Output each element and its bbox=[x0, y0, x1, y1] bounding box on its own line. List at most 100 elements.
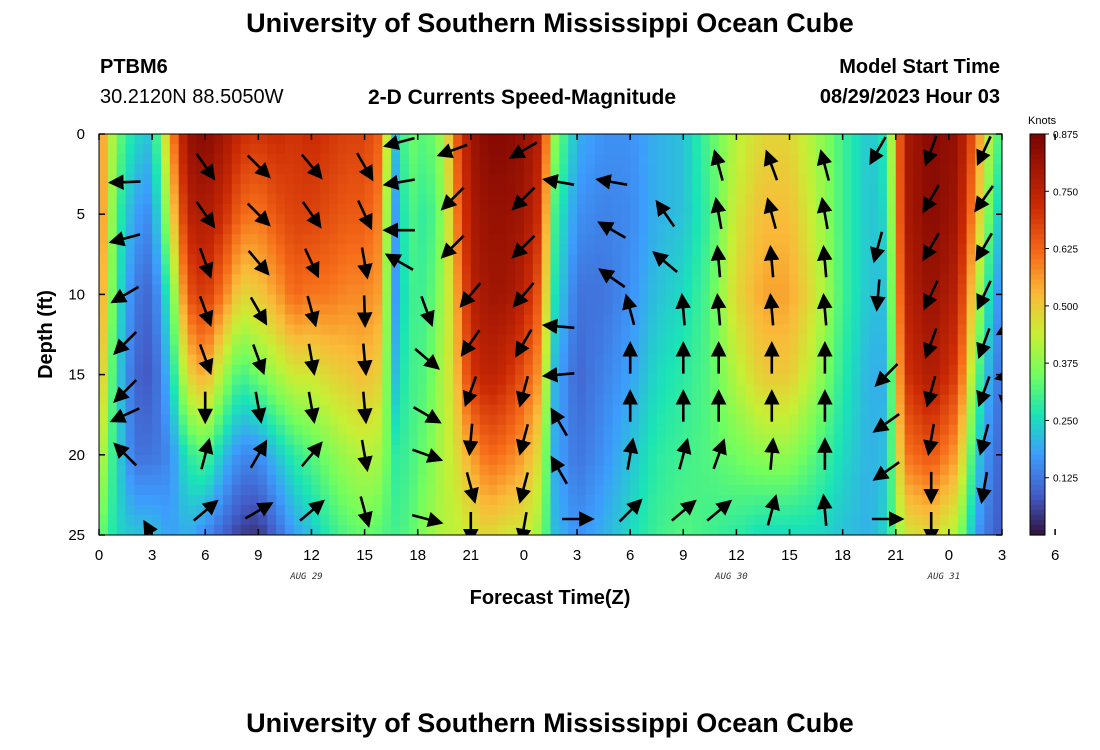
heatmap-cell bbox=[479, 444, 490, 456]
heatmap-cell bbox=[993, 504, 1002, 516]
heatmap-cell bbox=[594, 384, 605, 396]
heatmap-cell bbox=[975, 354, 985, 366]
heatmap-cell bbox=[824, 294, 835, 306]
heatmap-cell bbox=[479, 334, 490, 346]
heatmap-cell bbox=[107, 484, 118, 496]
heatmap-cell bbox=[479, 404, 490, 416]
heatmap-cell bbox=[993, 494, 1002, 506]
heatmap-cell bbox=[187, 414, 197, 426]
heatmap-cell bbox=[904, 304, 915, 316]
heatmap-cell bbox=[895, 314, 906, 326]
heatmap-cell bbox=[851, 444, 861, 456]
heatmap-cell bbox=[621, 324, 631, 336]
heatmap-cell bbox=[382, 294, 392, 306]
heatmap-cell bbox=[745, 134, 755, 145]
heatmap-cell bbox=[293, 404, 304, 416]
heatmap-cell bbox=[630, 204, 640, 215]
heatmap-cell bbox=[559, 324, 569, 336]
heatmap-cell bbox=[709, 134, 720, 145]
heatmap-cell bbox=[515, 334, 525, 346]
heatmap-cell bbox=[701, 334, 711, 346]
heatmap-cell bbox=[692, 294, 702, 306]
heatmap-cell bbox=[400, 414, 410, 426]
heatmap-cell bbox=[736, 244, 746, 255]
heatmap-cell bbox=[957, 454, 968, 466]
heatmap-cell bbox=[284, 264, 295, 275]
heatmap-cell bbox=[479, 184, 490, 195]
heatmap-cell bbox=[940, 154, 950, 165]
heatmap-cell bbox=[276, 524, 286, 535]
heatmap-cell bbox=[355, 474, 366, 486]
heatmap-cell bbox=[355, 304, 366, 316]
heatmap-cell bbox=[842, 374, 853, 386]
colorbar-segment bbox=[1030, 444, 1045, 451]
heatmap-cell bbox=[523, 364, 534, 376]
heatmap-cell bbox=[417, 334, 428, 346]
heatmap-cell bbox=[187, 404, 197, 416]
heatmap-cell bbox=[258, 454, 268, 466]
heatmap-cell bbox=[205, 384, 215, 396]
heatmap-cell bbox=[754, 454, 764, 466]
colorbar-segment bbox=[1030, 179, 1045, 185]
heatmap-cell bbox=[816, 404, 826, 416]
heatmap-cell bbox=[904, 294, 915, 306]
heatmap-cell bbox=[355, 174, 366, 185]
colorbar-segment bbox=[1030, 314, 1045, 321]
heatmap-cell bbox=[736, 364, 746, 376]
heatmap-cell bbox=[169, 504, 180, 516]
heatmap-cell bbox=[656, 394, 667, 406]
heatmap-cell bbox=[391, 214, 401, 225]
heatmap-cell bbox=[338, 134, 348, 145]
heatmap-cell bbox=[807, 464, 817, 476]
heatmap-cell bbox=[824, 254, 835, 265]
heatmap-cell bbox=[231, 284, 242, 296]
heatmap-cell bbox=[568, 494, 578, 506]
x-tick-label: 0 bbox=[95, 547, 103, 564]
current-vector-arrow bbox=[976, 376, 991, 408]
colorbar-segment bbox=[1030, 164, 1045, 170]
heatmap-cell bbox=[231, 434, 242, 446]
heatmap-cell bbox=[169, 264, 180, 275]
heatmap-cell bbox=[789, 494, 799, 506]
heatmap-cell bbox=[559, 384, 569, 396]
heatmap-cell bbox=[709, 284, 720, 296]
plot-frame bbox=[98, 133, 1003, 536]
heatmap-cell bbox=[771, 254, 782, 265]
heatmap-cell bbox=[346, 344, 357, 356]
heatmap-cell bbox=[302, 374, 313, 386]
heatmap-cell bbox=[957, 524, 968, 535]
heatmap-cell bbox=[152, 464, 162, 476]
heatmap-cell bbox=[948, 334, 959, 346]
colorbar-segment bbox=[1030, 394, 1045, 401]
heatmap-cell bbox=[718, 394, 729, 406]
heatmap-cell bbox=[984, 454, 994, 466]
heatmap-cell bbox=[789, 284, 799, 296]
heatmap-cell bbox=[355, 334, 366, 346]
heatmap-cell bbox=[966, 494, 977, 506]
heatmap-cell bbox=[824, 384, 835, 396]
heatmap-cell bbox=[692, 144, 702, 155]
heatmap-cell bbox=[373, 304, 383, 316]
heatmap-cell bbox=[585, 474, 596, 486]
heatmap-cell bbox=[143, 284, 153, 296]
heatmap-cell bbox=[311, 144, 321, 155]
heatmap-cell bbox=[125, 384, 136, 396]
heatmap-cell bbox=[771, 274, 782, 285]
heatmap-cell bbox=[683, 144, 693, 155]
heatmap-cell bbox=[196, 324, 206, 336]
heatmap-cell bbox=[391, 354, 401, 366]
heatmap-cell bbox=[692, 404, 702, 416]
heatmap-cell bbox=[798, 494, 808, 506]
heatmap-cell bbox=[169, 184, 180, 195]
heatmap-cell bbox=[639, 324, 649, 336]
heatmap-cell bbox=[594, 334, 605, 346]
current-vector-arrow bbox=[462, 376, 478, 408]
heatmap-cell bbox=[692, 474, 702, 486]
heatmap-cell bbox=[205, 454, 215, 466]
heatmap-cell bbox=[701, 484, 711, 496]
heatmap-cell bbox=[293, 204, 304, 215]
heatmap-cell bbox=[656, 524, 667, 535]
heatmap-cell bbox=[984, 154, 994, 165]
heatmap-cell bbox=[382, 264, 392, 275]
heatmap-cell bbox=[647, 374, 658, 386]
